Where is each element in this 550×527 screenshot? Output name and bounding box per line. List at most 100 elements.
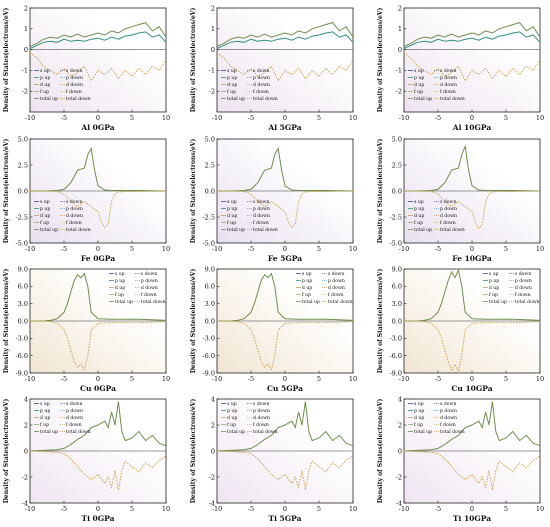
panel-title: Fe 5GPa	[268, 254, 302, 263]
legend-label: s up	[227, 402, 237, 407]
x-tick-label: -5	[248, 245, 254, 253]
legend-label: d up	[115, 285, 125, 291]
x-tick-label: -10	[399, 114, 409, 122]
x-tick-label: -5	[248, 505, 254, 513]
dos-panel-fe-0gpa: -10 -5 0 5 10 -5.0 -2.5 0.0 2.5 5.0 Density of Sta…	[0, 133, 176, 263]
legend-label: p up	[227, 409, 237, 414]
legend-label: d up	[489, 285, 499, 291]
x-tick-label: -5	[248, 375, 254, 383]
legend-label: total down	[440, 429, 465, 435]
x-tick-label: -10	[399, 245, 409, 253]
panel-title: Ti 5GPa	[269, 514, 302, 523]
dos-panel-ti-0gpa: -10 -5 0 5 10 -4 -2 0 2 4 Density of States(electr…	[0, 393, 176, 523]
legend-label: f up	[40, 220, 49, 226]
y-axis-label: Density of States(electrons/eV)	[377, 399, 384, 504]
legend-label: d up	[40, 415, 50, 421]
legend-label: d down	[440, 213, 457, 219]
panel-title: Fe 10GPa	[452, 254, 492, 263]
legend-label: p up	[40, 76, 50, 81]
legend-label: f down	[440, 422, 456, 428]
legend-label: total down	[440, 227, 465, 233]
y-tick-label: 3.0	[205, 300, 215, 308]
y-tick-label: -5.0	[202, 239, 215, 247]
dos-chart: -10 -5 0 5 10 -5.0 -2.5 0.0 2.5 5.0 Density of Sta…	[3, 135, 170, 263]
legend-label: total down	[66, 429, 91, 435]
x-tick-label: 5	[317, 375, 321, 383]
legend-label: f down	[328, 292, 344, 298]
legend-label: d up	[227, 82, 237, 88]
legend-label: s down	[440, 401, 456, 407]
y-tick-label: 2	[398, 4, 402, 12]
x-tick-label: 5	[130, 375, 134, 383]
y-tick-label: 4	[211, 395, 215, 403]
x-tick-label: 0	[96, 114, 100, 122]
series-line-total-up	[216, 401, 354, 452]
legend-label: total up	[227, 96, 245, 102]
legend-label: p up	[227, 207, 237, 212]
x-tick-label: -5	[61, 505, 67, 513]
y-tick-label: 0.0	[392, 187, 402, 195]
legend-label: f down	[66, 89, 82, 95]
legend-label: d down	[141, 285, 158, 291]
x-tick-label: -10	[25, 114, 35, 122]
panel-title: Al 10GPa	[452, 123, 492, 132]
legend-label: total up	[414, 429, 432, 435]
series-line-total-up	[30, 272, 167, 322]
x-tick-label: 10	[349, 114, 357, 122]
dos-panel-cu-0gpa: -10 -5 0 5 10 -9.0 -6.0 -3.0 0.0 3.0 6.0 9.0 Density…	[0, 263, 176, 393]
legend-label: f up	[227, 422, 236, 428]
legend-label: d down	[440, 415, 457, 421]
y-axis-label: Density of States(electrons/eV)	[377, 8, 384, 113]
series-line-total-down	[29, 450, 167, 491]
y-tick-label: -9.0	[15, 369, 28, 377]
legend-label: d up	[414, 82, 424, 88]
legend-label: total up	[414, 96, 432, 102]
legend-label: p up	[302, 279, 312, 284]
x-tick-label: 0	[470, 375, 474, 383]
legend-label: s down	[66, 199, 82, 205]
legend-label: p down	[328, 278, 345, 284]
x-tick-label: -10	[212, 505, 222, 513]
dos-chart: -10 -5 0 5 10 -4 -2 0 2 4 Density of States(electr…	[3, 395, 170, 523]
legend-label: s down	[440, 199, 456, 205]
y-tick-label: -5.0	[15, 239, 28, 247]
series-line-total-down	[216, 52, 354, 82]
x-tick-label: -5	[61, 375, 67, 383]
legend-label: total up	[414, 227, 432, 233]
legend-label: f down	[440, 220, 456, 226]
series-line-total-up	[404, 144, 541, 192]
series-line-total-down	[404, 190, 541, 230]
legend-label: p up	[414, 409, 424, 414]
legend-label: p up	[40, 207, 50, 212]
y-tick-label: -2.5	[389, 213, 402, 221]
legend-label: f up	[40, 422, 49, 428]
legend-label: total down	[515, 299, 540, 305]
legend-label: f down	[253, 89, 269, 95]
dos-panel-fe-5gpa: -10 -5 0 5 10 -5.0 -2.5 0.0 2.5 5.0 Density of Sta…	[187, 133, 363, 263]
legend-label: s up	[115, 272, 125, 277]
legend: s up s down p up p down d up d down f up f down…	[221, 401, 278, 435]
legend: s up s down p up p down d up d down f up f down…	[34, 199, 91, 233]
x-tick-label: 0	[96, 375, 100, 383]
series-line-total-up	[403, 401, 541, 452]
legend-label: f up	[227, 220, 236, 226]
x-tick-label: 5	[504, 114, 508, 122]
legend-label: total up	[489, 299, 507, 305]
y-tick-label: 0.0	[18, 317, 28, 325]
x-tick-label: 0	[470, 505, 474, 513]
legend-label: s down	[253, 401, 269, 407]
y-tick-label: 0	[24, 447, 28, 455]
legend-label: f up	[414, 89, 423, 95]
legend: s up s down p up p down d up d down f up f down…	[295, 271, 353, 305]
series-line-total-up	[30, 146, 167, 192]
legend-label: total down	[66, 227, 91, 233]
y-tick-label: 4	[398, 395, 402, 403]
legend-label: p up	[414, 76, 424, 81]
legend-label: d down	[253, 213, 270, 219]
y-tick-label: -2.5	[15, 213, 28, 221]
legend-label: s down	[253, 199, 269, 205]
y-axis-label: Density of States(electrons/eV)	[190, 139, 197, 244]
dos-panel-ti-10gpa: -10 -5 0 5 10 -4 -2 0 2 4 Density of States(electr…	[374, 393, 550, 523]
